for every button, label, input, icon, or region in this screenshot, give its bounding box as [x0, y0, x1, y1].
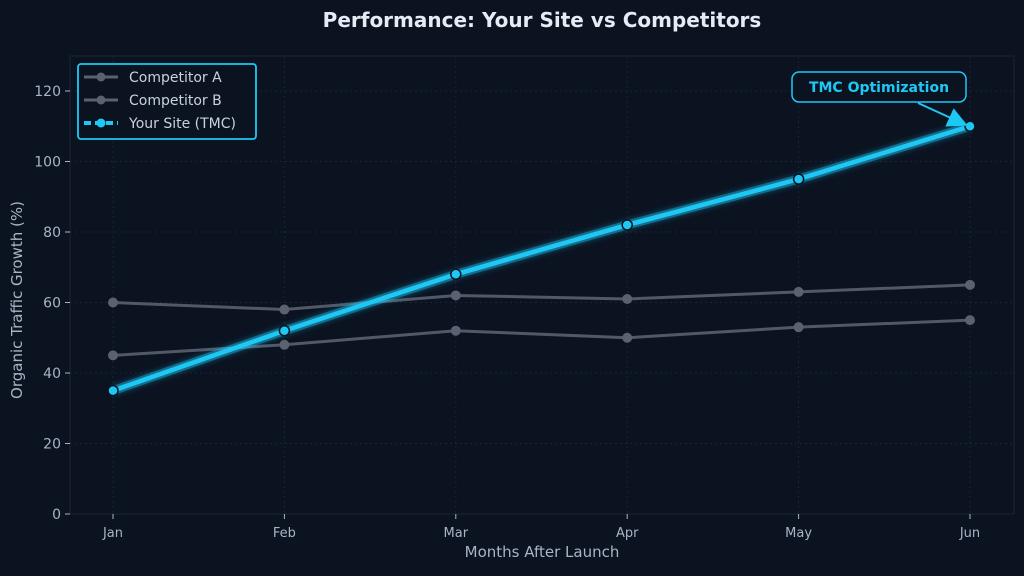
data-point — [107, 384, 119, 397]
data-point — [108, 297, 118, 308]
data-point — [279, 304, 290, 315]
x-axis-label: Months After Launch — [465, 543, 620, 561]
y-axis-ticks: 0 20 40 60 80 100 120 — [34, 84, 70, 523]
y-tick-label: 40 — [43, 366, 61, 382]
x-tick-label: Mar — [444, 526, 469, 541]
y-axis-label: Organic Traffic Growth (%) — [8, 201, 26, 399]
legend-item-your-site: Your Site (TMC) — [84, 116, 236, 132]
y-tick-label: 0 — [52, 507, 61, 523]
y-tick-label: 80 — [43, 225, 61, 241]
data-series — [107, 120, 976, 397]
x-tick-label: Jun — [959, 526, 980, 541]
legend: Competitor A Competitor B Your Site (TMC… — [77, 63, 257, 140]
x-tick-label: Apr — [616, 526, 639, 541]
svg-text:Competitor A: Competitor A — [129, 70, 222, 86]
x-axis-ticks: Jan Feb Mar Apr May Jun — [102, 514, 980, 541]
y-tick-label: 20 — [43, 437, 61, 453]
x-tick-label: Jan — [102, 526, 123, 541]
data-point — [450, 325, 461, 336]
series-your-site-tmc — [107, 120, 976, 397]
annotation-arrow-icon — [917, 102, 968, 127]
data-point — [450, 290, 461, 301]
data-point — [964, 120, 976, 132]
data-point — [621, 219, 633, 231]
data-point — [793, 286, 804, 297]
data-point — [108, 350, 118, 361]
x-tick-label: Feb — [273, 526, 296, 541]
data-point — [279, 339, 290, 350]
data-point — [622, 332, 633, 343]
data-point — [622, 293, 633, 304]
series-competitor-b — [108, 315, 975, 361]
y-tick-label: 100 — [34, 155, 61, 171]
data-point — [450, 268, 462, 281]
svg-text:Your Site (TMC): Your Site (TMC) — [128, 116, 236, 132]
y-tick-label: 120 — [34, 84, 61, 100]
chart-title: Performance: Your Site vs Competitors — [323, 8, 762, 32]
series-competitor-a — [108, 279, 975, 315]
data-point — [965, 279, 975, 290]
legend-item-competitor-a: Competitor A — [84, 70, 222, 86]
data-point — [965, 315, 975, 326]
annotation-text: TMC Optimization — [809, 80, 949, 96]
data-point — [793, 322, 804, 333]
data-point — [792, 173, 805, 185]
data-point — [278, 324, 291, 337]
y-tick-label: 60 — [43, 296, 61, 312]
annotation-tmc-optimization: TMC Optimization — [791, 71, 968, 127]
x-tick-label: May — [785, 526, 812, 541]
legend-item-competitor-b: Competitor B — [84, 93, 222, 109]
svg-text:Competitor B: Competitor B — [129, 93, 222, 109]
